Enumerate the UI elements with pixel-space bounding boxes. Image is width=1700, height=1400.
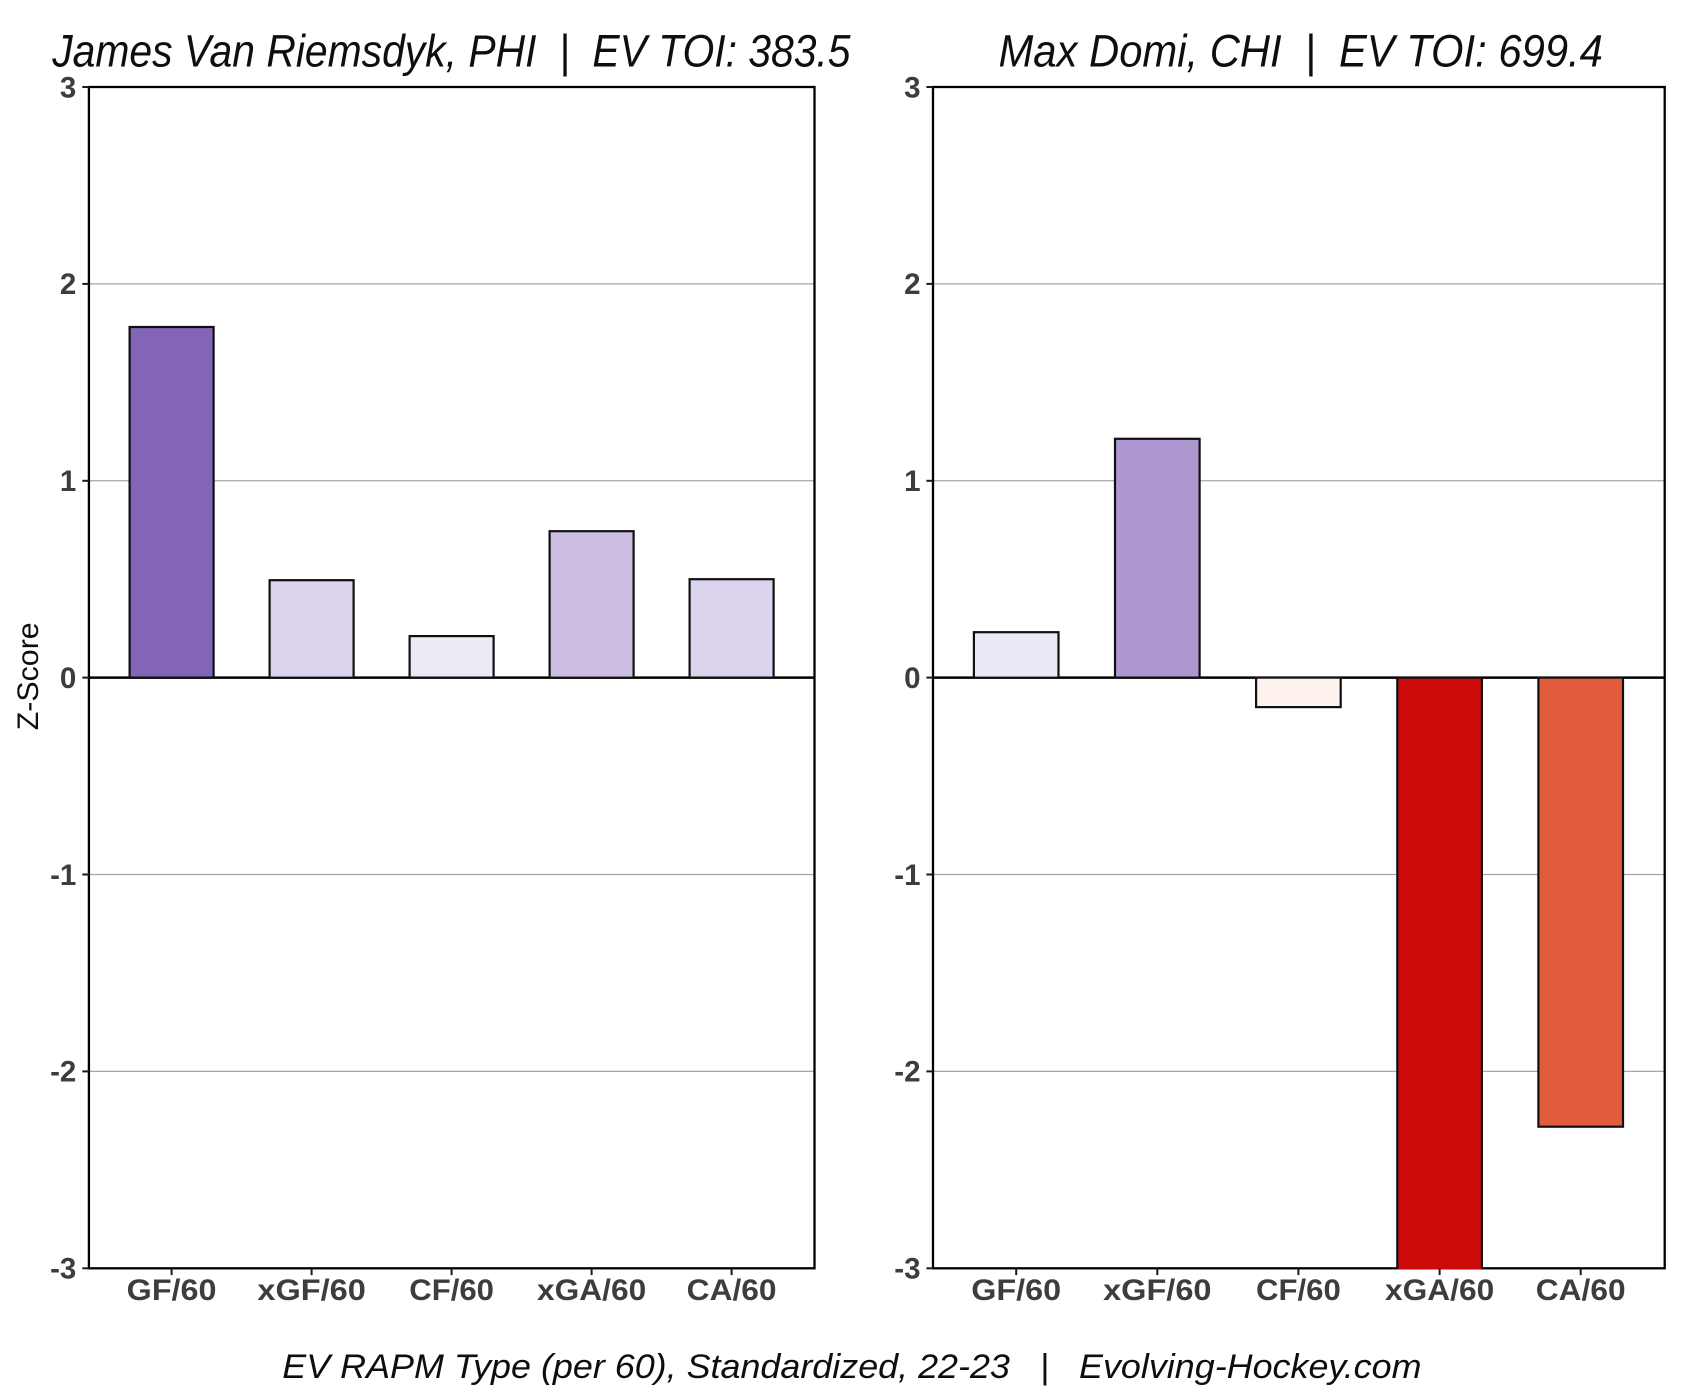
svg-text:0: 0 <box>904 662 920 695</box>
svg-text:1: 1 <box>60 465 76 498</box>
svg-text:Z-Score: Z-Score <box>12 622 45 730</box>
svg-text:CF/60: CF/60 <box>1256 1274 1341 1307</box>
svg-text:GF/60: GF/60 <box>971 1274 1061 1307</box>
svg-text:0: 0 <box>60 662 76 695</box>
svg-text:CA/60: CA/60 <box>1536 1274 1626 1307</box>
svg-text:xGF/60: xGF/60 <box>257 1274 365 1307</box>
svg-text:-1: -1 <box>894 859 920 892</box>
svg-text:-3: -3 <box>894 1253 920 1286</box>
svg-text:CF/60: CF/60 <box>409 1274 494 1307</box>
svg-text:3: 3 <box>904 71 920 104</box>
svg-text:3: 3 <box>60 71 76 104</box>
svg-text:1: 1 <box>904 465 920 498</box>
svg-text:2: 2 <box>904 268 920 301</box>
svg-text:xGA/60: xGA/60 <box>537 1274 646 1307</box>
svg-text:xGA/60: xGA/60 <box>1385 1274 1494 1307</box>
svg-text:-2: -2 <box>894 1056 920 1089</box>
svg-text:Max Domi, CHI | EV TOI: 699.: Max Domi, CHI | EV TOI: 699.4 <box>999 25 1603 76</box>
svg-text:EV RAPM Type (per 60), Standar: EV RAPM Type (per 60), Standardized, 22-… <box>282 1348 1421 1386</box>
svg-text:-2: -2 <box>50 1056 76 1089</box>
svg-text:GF/60: GF/60 <box>127 1274 217 1307</box>
svg-text:-3: -3 <box>50 1253 76 1286</box>
svg-text:2: 2 <box>60 268 76 301</box>
svg-text:xGF/60: xGF/60 <box>1103 1274 1211 1307</box>
svg-text:James Van Riemsdyk, PHI | EV: James Van Riemsdyk, PHI | EV TOI: 383.5 <box>51 25 851 76</box>
svg-text:-1: -1 <box>50 859 76 892</box>
svg-text:CA/60: CA/60 <box>687 1274 777 1307</box>
